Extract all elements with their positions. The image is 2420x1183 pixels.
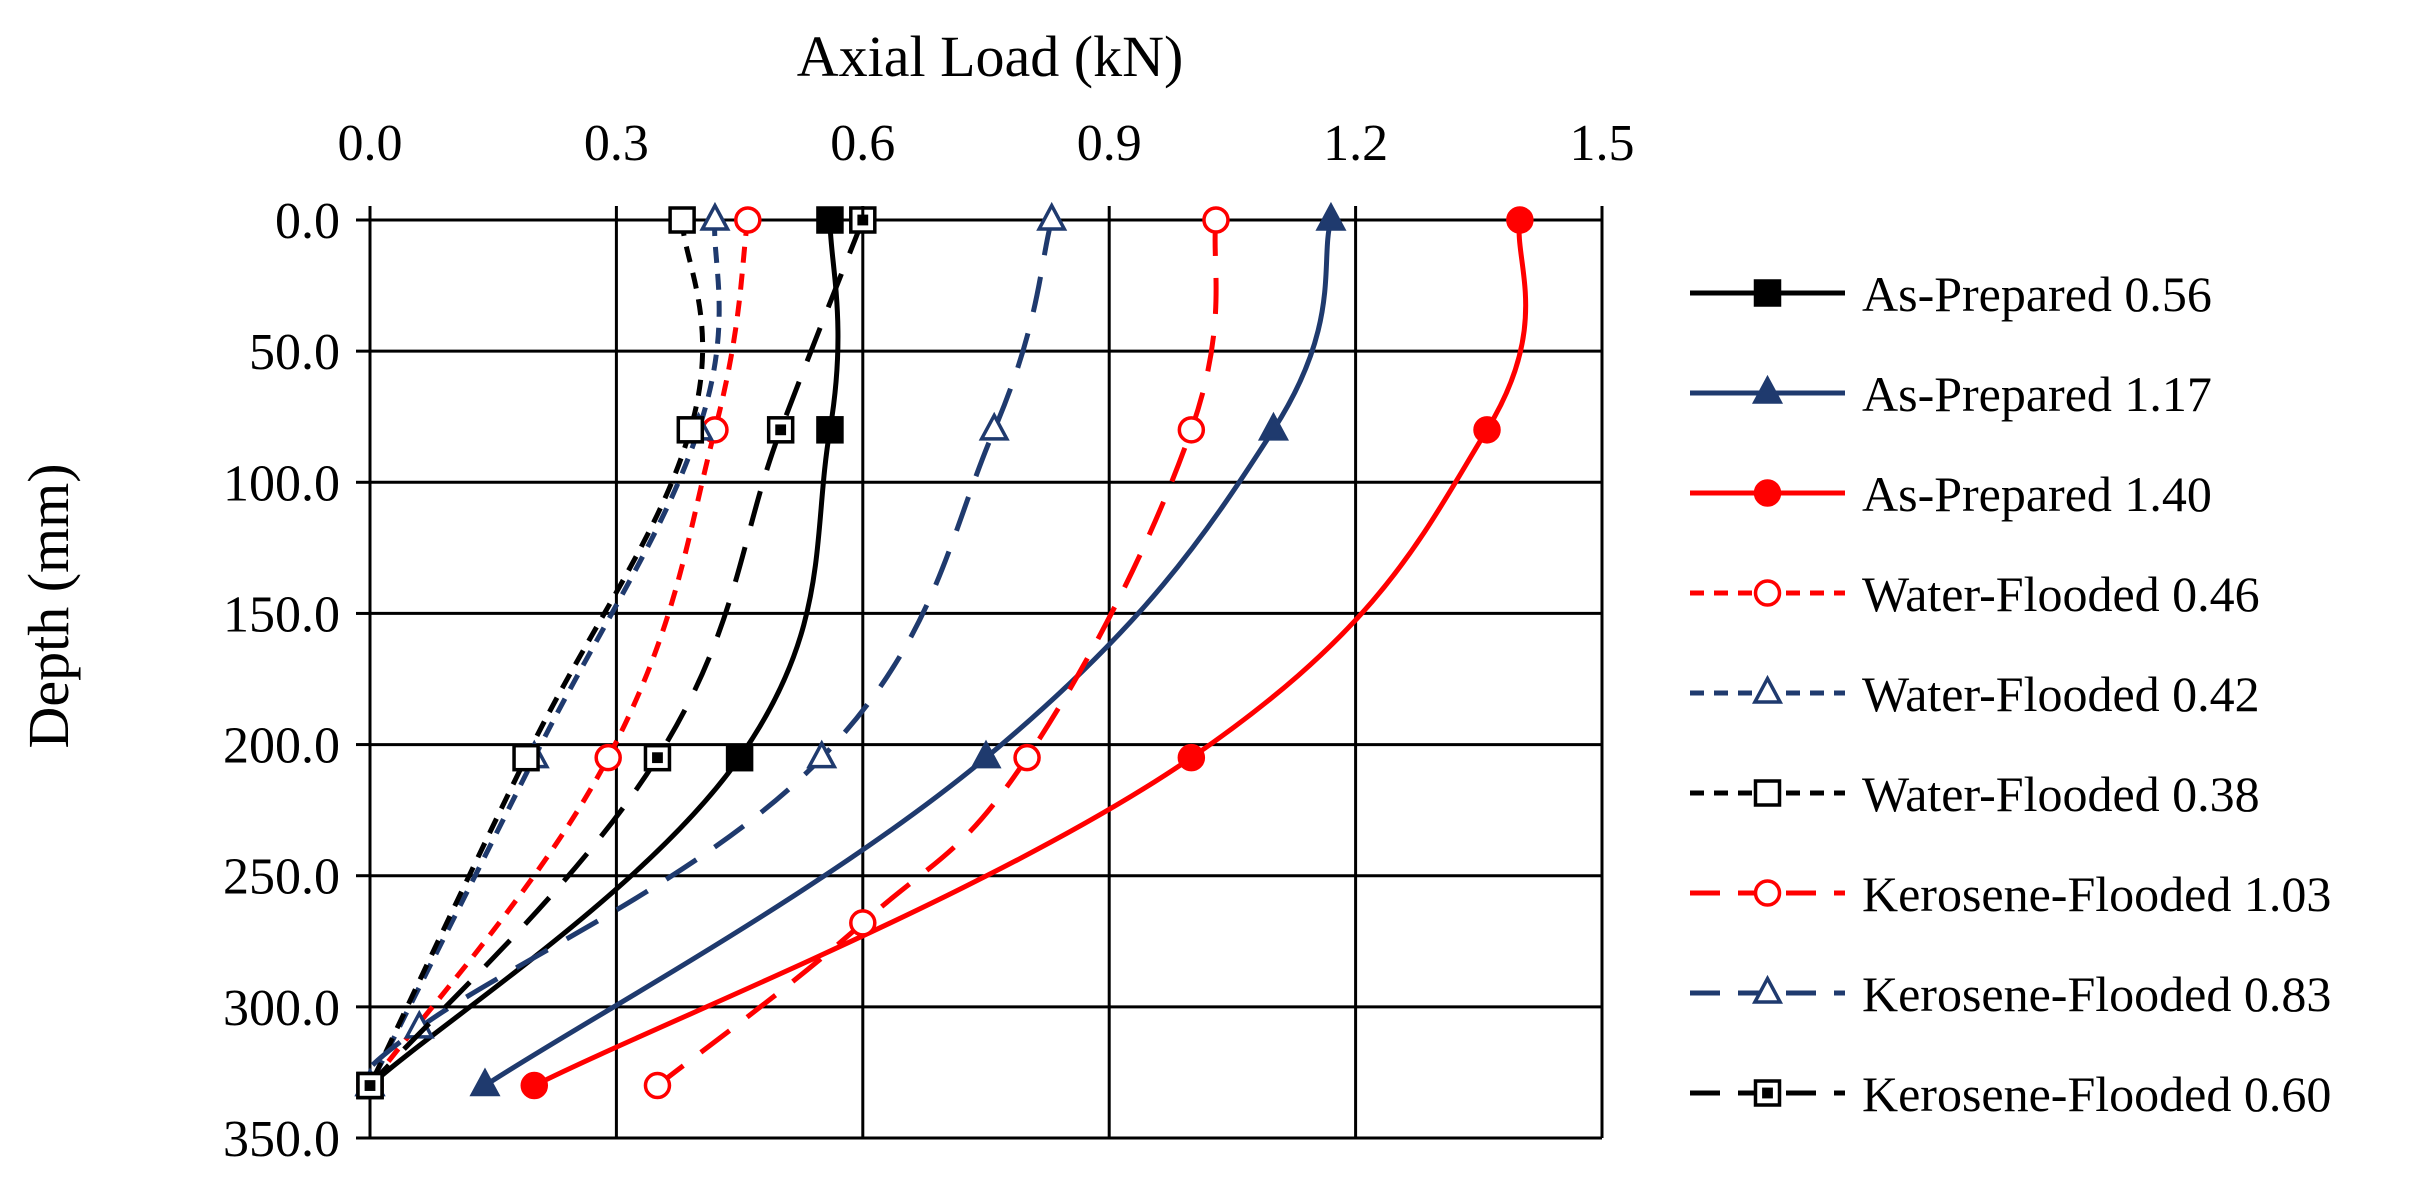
triangle-marker bbox=[1257, 411, 1289, 441]
x-tick-label: 1.2 bbox=[1323, 115, 1388, 172]
square-marker-dot bbox=[364, 1080, 376, 1091]
legend-entry: Water-Flooded 0.46 bbox=[1690, 566, 2260, 622]
legend-label: Kerosene-Flooded 0.60 bbox=[1862, 1066, 2331, 1122]
y-tick-label: 0.0 bbox=[275, 193, 340, 250]
series-kerosene-flooded-0-83 bbox=[354, 201, 1068, 1097]
series-water-flooded-0-46 bbox=[356, 206, 762, 1100]
legend-label: Water-Flooded 0.38 bbox=[1862, 766, 2260, 822]
circle-marker bbox=[1202, 206, 1230, 234]
legend-label: Water-Flooded 0.42 bbox=[1862, 666, 2260, 722]
triangle-marker bbox=[978, 411, 1010, 441]
series-line bbox=[367, 219, 706, 1087]
y-tick-label: 50.0 bbox=[249, 324, 340, 381]
square-marker-dot bbox=[652, 752, 663, 764]
square-marker bbox=[1753, 1079, 1782, 1107]
square-marker bbox=[725, 743, 754, 772]
legend-label: As-Prepared 1.40 bbox=[1862, 466, 2212, 522]
series-line bbox=[655, 219, 1219, 1088]
legend-entry: As-Prepared 1.17 bbox=[1690, 366, 2212, 422]
square-marker bbox=[766, 416, 795, 444]
circle-marker bbox=[1753, 879, 1782, 907]
series-as-prepared-1-17 bbox=[469, 201, 1347, 1097]
legend-label: Water-Flooded 0.46 bbox=[1862, 566, 2260, 622]
legend-entry: Water-Flooded 0.38 bbox=[1690, 766, 2260, 822]
square-marker bbox=[512, 743, 540, 772]
legend-entry: Kerosene-Flooded 0.60 bbox=[1690, 1066, 2331, 1122]
circle-marker bbox=[594, 743, 622, 772]
square-marker bbox=[816, 206, 844, 234]
x-tick-label: 0.3 bbox=[584, 115, 649, 172]
square-marker bbox=[1753, 779, 1782, 807]
series-line bbox=[533, 219, 1529, 1088]
triangle-marker bbox=[1751, 674, 1784, 704]
circle-marker bbox=[643, 1071, 672, 1100]
x-tick-label: 1.5 bbox=[1570, 115, 1635, 172]
square-marker-dot bbox=[1762, 1087, 1773, 1099]
x-axis-title: Axial Load (kN) bbox=[797, 24, 1184, 89]
triangle-marker bbox=[699, 201, 731, 231]
square-marker bbox=[1753, 279, 1782, 307]
triangle-marker bbox=[1751, 374, 1784, 404]
triangle-marker bbox=[1036, 201, 1068, 231]
legend-label: Kerosene-Flooded 1.03 bbox=[1862, 866, 2331, 922]
series-line bbox=[367, 219, 751, 1088]
y-tick-label: 100.0 bbox=[223, 455, 340, 512]
circle-marker bbox=[1177, 743, 1206, 772]
y-tick-label: 150.0 bbox=[223, 586, 340, 643]
legend-layer: As-Prepared 0.56 As-Prepared 1.17 As-Prepa… bbox=[1690, 266, 2331, 1122]
triangle-marker bbox=[806, 739, 838, 769]
series-layer bbox=[354, 201, 1534, 1100]
grid-layer bbox=[368, 218, 1604, 1140]
legend-label: Kerosene-Flooded 0.83 bbox=[1862, 966, 2331, 1022]
x-tick-label: 0.0 bbox=[338, 115, 403, 172]
circle-marker bbox=[734, 206, 762, 234]
triangle-marker bbox=[1751, 974, 1784, 1004]
legend-entry: As-Prepared 0.56 bbox=[1690, 266, 2212, 322]
series-water-flooded-0-42 bbox=[354, 201, 731, 1097]
legend-entry: As-Prepared 1.40 bbox=[1690, 466, 2212, 522]
y-tick-label: 350.0 bbox=[223, 1111, 340, 1168]
series-line bbox=[368, 219, 866, 1088]
circle-marker bbox=[1753, 479, 1782, 507]
square-marker bbox=[676, 416, 705, 444]
circle-marker bbox=[1506, 206, 1534, 234]
circle-marker bbox=[1753, 579, 1782, 607]
legend-entry: Kerosene-Flooded 1.03 bbox=[1690, 866, 2331, 922]
triangle-marker bbox=[469, 1067, 501, 1097]
series-water-flooded-0-38 bbox=[356, 206, 706, 1100]
series-line bbox=[483, 219, 1334, 1088]
circle-marker bbox=[1177, 416, 1206, 444]
triangle-marker bbox=[1315, 201, 1347, 231]
y-tick-label: 300.0 bbox=[223, 980, 340, 1037]
y-tick-label: 200.0 bbox=[223, 718, 340, 775]
square-marker bbox=[816, 416, 844, 444]
circle-marker bbox=[849, 909, 877, 937]
y-axis-title: Depth (mm) bbox=[16, 463, 81, 748]
square-marker-dot bbox=[775, 424, 787, 436]
axis-layer: 0.0 0.3 0.6 0.9 1.2 1.5 0.0 50.0 100.0 150.0 200.0… bbox=[223, 115, 1635, 1168]
legend-label: As-Prepared 1.17 bbox=[1862, 366, 2212, 422]
x-tick-label: 0.6 bbox=[830, 115, 895, 172]
legend-label: As-Prepared 0.56 bbox=[1862, 266, 2212, 322]
series-line bbox=[368, 219, 841, 1088]
triangle-marker bbox=[970, 739, 1002, 769]
legend-entry: Water-Flooded 0.42 bbox=[1690, 666, 2260, 722]
circle-marker bbox=[1473, 416, 1501, 444]
legend-entry: Kerosene-Flooded 0.83 bbox=[1690, 966, 2331, 1022]
square-marker bbox=[668, 206, 696, 234]
circle-marker bbox=[520, 1071, 549, 1100]
series-kerosene-flooded-1-03 bbox=[643, 206, 1230, 1100]
series-as-prepared-1-40 bbox=[520, 206, 1534, 1100]
circle-marker bbox=[1013, 743, 1041, 772]
y-tick-label: 250.0 bbox=[223, 849, 340, 906]
x-tick-label: 0.9 bbox=[1077, 115, 1142, 172]
